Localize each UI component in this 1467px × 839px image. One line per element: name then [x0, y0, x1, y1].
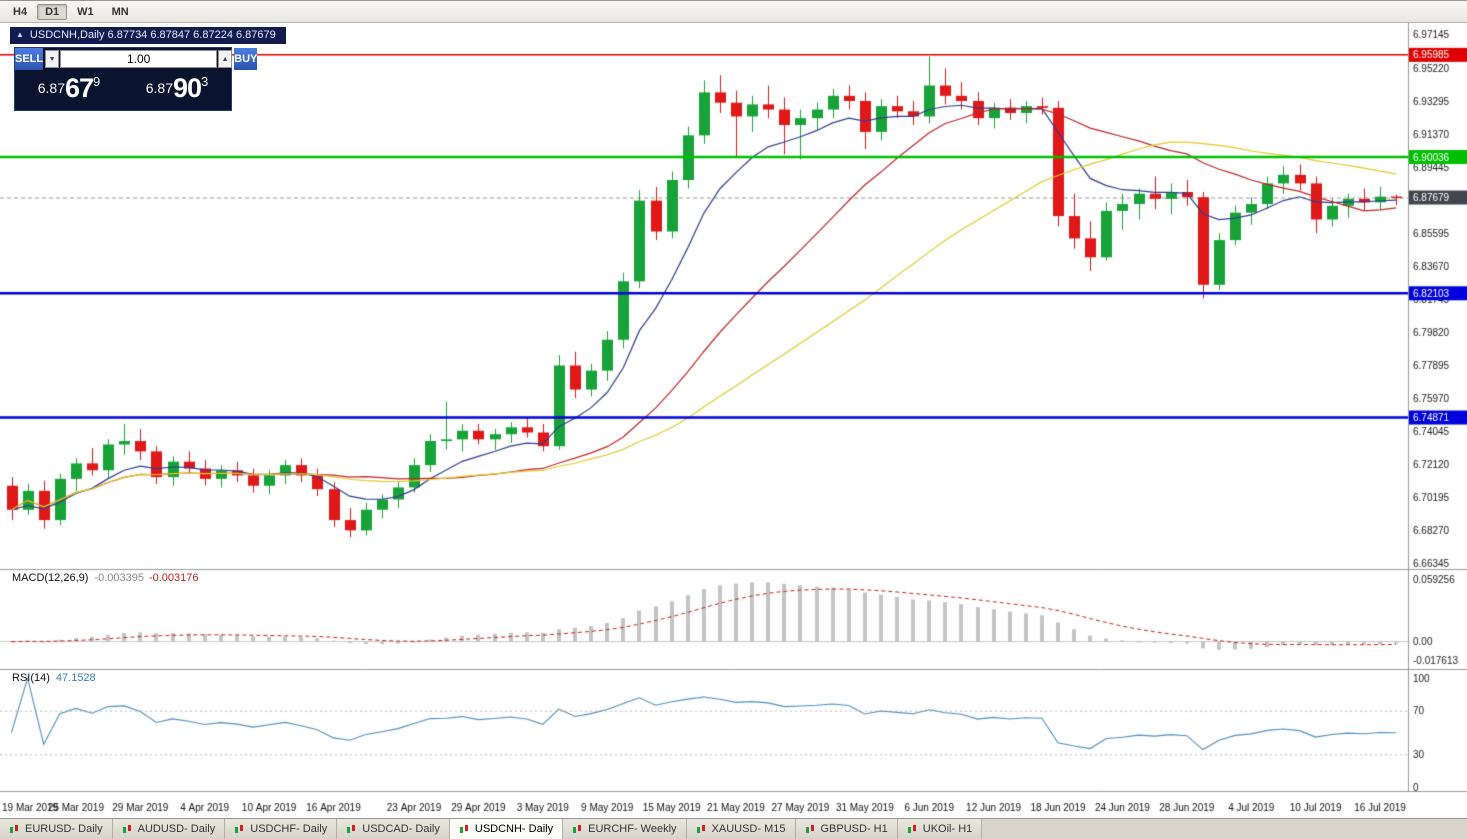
chart-tab-label: EURUSD- Daily	[25, 823, 103, 835]
volume-control: ▼ ▲	[43, 48, 234, 70]
mini-chart-icon	[459, 824, 470, 835]
chart-tab-usdcnh[interactable]: USDCNH- Daily	[449, 819, 564, 839]
rsi-indicator-label: RSI(14) 47.1528	[12, 672, 96, 684]
timeframe-button-d1[interactable]: D1	[37, 3, 68, 20]
mini-chart-icon	[122, 824, 133, 835]
chart-tab-label: USDCNH- Daily	[474, 823, 554, 835]
rsi-value: 47.1528	[55, 672, 96, 684]
chart-tab-usdcad[interactable]: USDCAD- Daily	[337, 819, 450, 839]
sell-price-fraction: 9	[93, 74, 101, 89]
sell-button[interactable]: SELL	[15, 48, 44, 70]
collapse-panel-icon[interactable]: ▲	[16, 30, 24, 39]
mini-chart-icon	[696, 824, 707, 835]
mini-chart-icon	[9, 824, 20, 835]
buy-price-button[interactable]: 6.87 90 3	[123, 70, 231, 110]
macd-signal-value: -0.003176	[148, 572, 199, 584]
chart-title-text: USDCNH,Daily 6.87734 6.87847 6.87224 6.8…	[29, 29, 276, 41]
macd-indicator-label: MACD(12,26,9) -0.003395 -0.003176	[12, 572, 199, 584]
mini-chart-icon	[805, 824, 816, 835]
timeframe-button-w1[interactable]: W1	[69, 4, 102, 20]
mini-chart-icon	[346, 824, 357, 835]
volume-decrease-button[interactable]: ▼	[45, 50, 60, 68]
chart-title-bar: ▲ USDCNH,Daily 6.87734 6.87847 6.87224 6…	[10, 27, 286, 44]
volume-input[interactable]	[60, 50, 218, 68]
buy-price-pips: 90	[172, 73, 202, 103]
chart-tab-label: AUDUSD- Daily	[137, 823, 216, 835]
chart-tab-label: EURCHF- Weekly	[588, 823, 677, 835]
buy-price-fraction: 3	[201, 74, 209, 89]
rsi-name: RSI(14)	[12, 672, 50, 684]
mini-chart-icon	[572, 824, 583, 835]
timeframe-button-h4[interactable]: H4	[5, 4, 35, 20]
chart-tab-eurchf[interactable]: EURCHF- Weekly	[563, 819, 687, 839]
chart-tab-xauusd[interactable]: XAUUSD- M15	[686, 819, 796, 839]
chart-tab-ukoil[interactable]: UKOil- H1	[897, 819, 983, 839]
chart-tab-eurusd[interactable]: EURUSD- Daily	[0, 819, 113, 839]
timeframe-button-mn[interactable]: MN	[104, 4, 137, 20]
price-chart-canvas[interactable]	[0, 23, 1467, 819]
sell-price-base: 6.87	[37, 80, 65, 96]
macd-name: MACD(12,26,9)	[12, 572, 89, 584]
chart-tab-audusd[interactable]: AUDUSD- Daily	[112, 819, 226, 839]
chart-tab-label: UKOil- H1	[922, 823, 973, 835]
mini-chart-icon	[234, 824, 245, 835]
chart-tab-bar: EURUSD- Daily AUDUSD- Daily USDCHF- Dail…	[0, 818, 1467, 839]
buy-button[interactable]: BUY	[234, 48, 258, 70]
timeframe-toolbar: H4 D1 W1 MN	[0, 1, 1467, 23]
chart-tab-label: GBPUSD- H1	[820, 823, 888, 835]
buy-price-base: 6.87	[145, 80, 173, 96]
chart-tab-gbpusd[interactable]: GBPUSD- H1	[795, 819, 898, 839]
mini-chart-icon	[907, 824, 918, 835]
chart-tab-label: USDCAD- Daily	[362, 823, 440, 835]
sell-price-button[interactable]: 6.87 67 9	[15, 70, 123, 110]
sell-price-pips: 67	[64, 73, 94, 103]
macd-main-value: -0.003395	[94, 572, 144, 584]
chart-tab-label: XAUUSD- M15	[711, 823, 786, 835]
volume-increase-button[interactable]: ▲	[218, 50, 233, 68]
chart-tab-usdchf[interactable]: USDCHF- Daily	[225, 819, 338, 839]
chart-tab-label: USDCHF- Daily	[250, 823, 328, 835]
